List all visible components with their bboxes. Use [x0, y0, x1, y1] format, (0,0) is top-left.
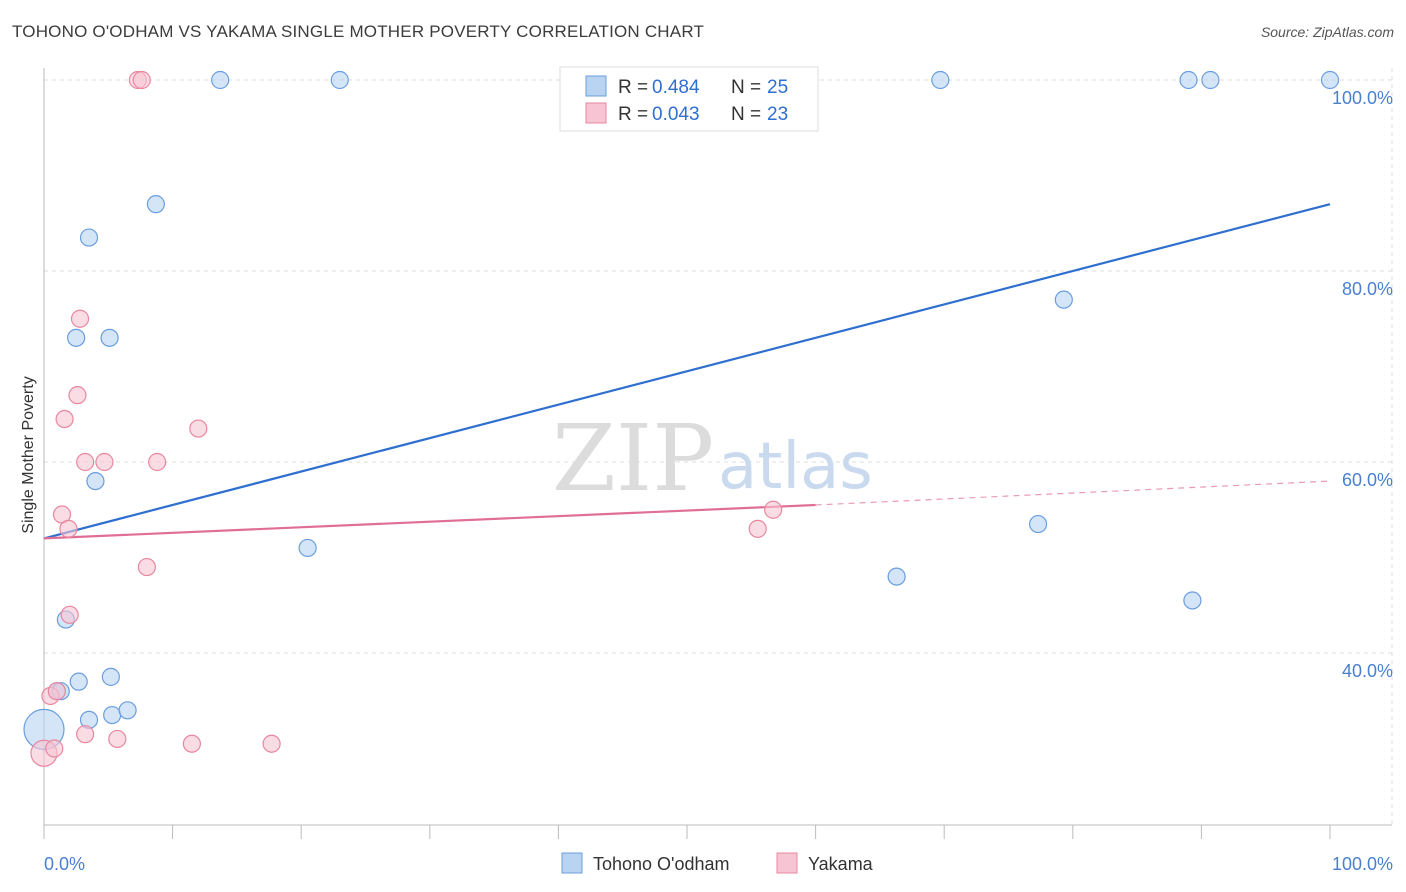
tohono-point-20: [1028, 514, 1048, 534]
yakama-point-3: [47, 682, 66, 701]
y-axis-label: Single Mother Poverty: [20, 376, 37, 533]
y-tick-label-40: 40.0%: [1342, 661, 1393, 681]
yakama-point-22: [764, 500, 783, 519]
tohono-point-23: [1183, 591, 1202, 610]
series-legend-label-tohono: Tohono O'odham: [593, 854, 730, 874]
yakama-point-13: [189, 419, 208, 438]
tohono-point-18: [1054, 290, 1073, 309]
yakama-point-9: [70, 309, 90, 328]
yakama-point-15: [76, 725, 95, 744]
yakama-point-2: [45, 739, 64, 758]
yakama-point-7: [55, 409, 74, 429]
source-credit: Source: ZipAtlas.com: [1260, 24, 1394, 40]
tohono-point-6: [103, 705, 122, 725]
tohono-point-12: [79, 228, 99, 247]
trend-lines: [43, 203, 1331, 540]
stats-legend: R = 0.484 N = 25 R = 0.043 N = 23: [559, 66, 819, 132]
grid-lines: [44, 68, 1393, 825]
yakama-point-4: [60, 605, 79, 624]
tohono-point-17: [931, 70, 950, 90]
legend-n-value-tohono: 25: [767, 77, 788, 98]
yakama-trend-line: [43, 503, 816, 540]
tohono-point-15: [330, 70, 349, 90]
yakama-point-16: [108, 729, 127, 749]
legend-swatch-tohono: [585, 75, 607, 97]
x-tick-label-min: 0.0%: [44, 854, 85, 874]
tohono-point-14: [211, 70, 230, 90]
watermark-zip: ZIP: [552, 405, 714, 512]
tohono-point-11: [100, 328, 119, 347]
tohono-point-4: [69, 672, 88, 691]
legend-r-value-tohono: 0.484: [652, 77, 700, 98]
tohono-point-24: [1320, 70, 1340, 90]
yakama-point-14: [137, 557, 156, 577]
yakama-point-10: [76, 452, 95, 472]
tohono-point-16: [298, 538, 317, 558]
chart-title: TOHONO O'ODHAM VS YAKAMA SINGLE MOTHER P…: [12, 22, 705, 41]
legend-n-label-yakama: N =: [731, 104, 761, 125]
legend-n-label-tohono: N =: [731, 77, 761, 98]
legend-swatch-yakama: [585, 102, 607, 124]
yakama-point-21: [748, 519, 767, 538]
tohono-point-22: [1201, 70, 1220, 90]
yakama-point-12: [148, 452, 167, 472]
tohono-point-7: [118, 701, 137, 720]
yakama-point-18: [262, 734, 281, 753]
tohono-point-13: [146, 195, 165, 214]
tohono-point-8: [101, 667, 120, 686]
tick-labels: 40.0% 60.0% 80.0% 100.0% 0.0% 100.0%: [44, 88, 1393, 874]
yakama-point-17: [182, 734, 201, 753]
legend-n-value-yakama: 23: [767, 104, 788, 125]
tohono-point-19: [887, 567, 906, 586]
tohono-point-9: [86, 472, 105, 491]
tohono-point-10: [67, 328, 86, 347]
yakama-point-11: [95, 452, 114, 472]
yakama-trend-extension: [815, 480, 1331, 506]
watermark: ZIP atlas: [552, 405, 873, 512]
tohono-point-21: [1179, 70, 1198, 90]
y-tick-label-80: 80.0%: [1342, 279, 1393, 299]
yakama-point-8: [68, 386, 87, 405]
series-legend-swatch-tohono: [561, 852, 583, 874]
series-legend-label-yakama: Yakama: [808, 854, 874, 874]
series-legend: Tohono O'odham Yakama: [561, 852, 874, 874]
legend-r-label-tohono: R =: [618, 77, 648, 98]
x-tick-label-max: 100.0%: [1332, 854, 1393, 874]
legend-r-label-yakama: R =: [618, 104, 648, 125]
tohono-trend-line: [43, 203, 1331, 540]
legend-r-value-yakama: 0.043: [652, 104, 700, 125]
data-points: [23, 70, 1340, 767]
yakama-point-20: [132, 70, 151, 90]
yakama-point-6: [59, 519, 78, 538]
y-tick-label-100: 100.0%: [1332, 88, 1393, 108]
y-tick-label-60: 60.0%: [1342, 470, 1393, 490]
watermark-atlas: atlas: [718, 430, 873, 504]
series-legend-swatch-yakama: [776, 852, 798, 874]
